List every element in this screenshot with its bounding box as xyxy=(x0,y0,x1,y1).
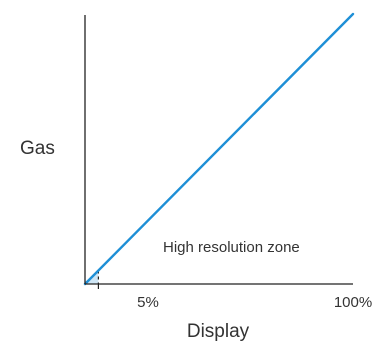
plot-layer xyxy=(83,12,355,289)
high-resolution-zone-label: High resolution zone xyxy=(163,239,300,256)
series-line xyxy=(83,12,355,286)
y-axis-title: Gas xyxy=(20,138,55,159)
axes-layer xyxy=(84,15,353,285)
x-tick-label-100: 100% xyxy=(334,294,372,311)
text-layer: Gas Display 5% 100% High resolution zone xyxy=(20,138,372,342)
x-axis-title: Display xyxy=(187,321,250,342)
x-tick-label-5: 5% xyxy=(137,294,159,311)
